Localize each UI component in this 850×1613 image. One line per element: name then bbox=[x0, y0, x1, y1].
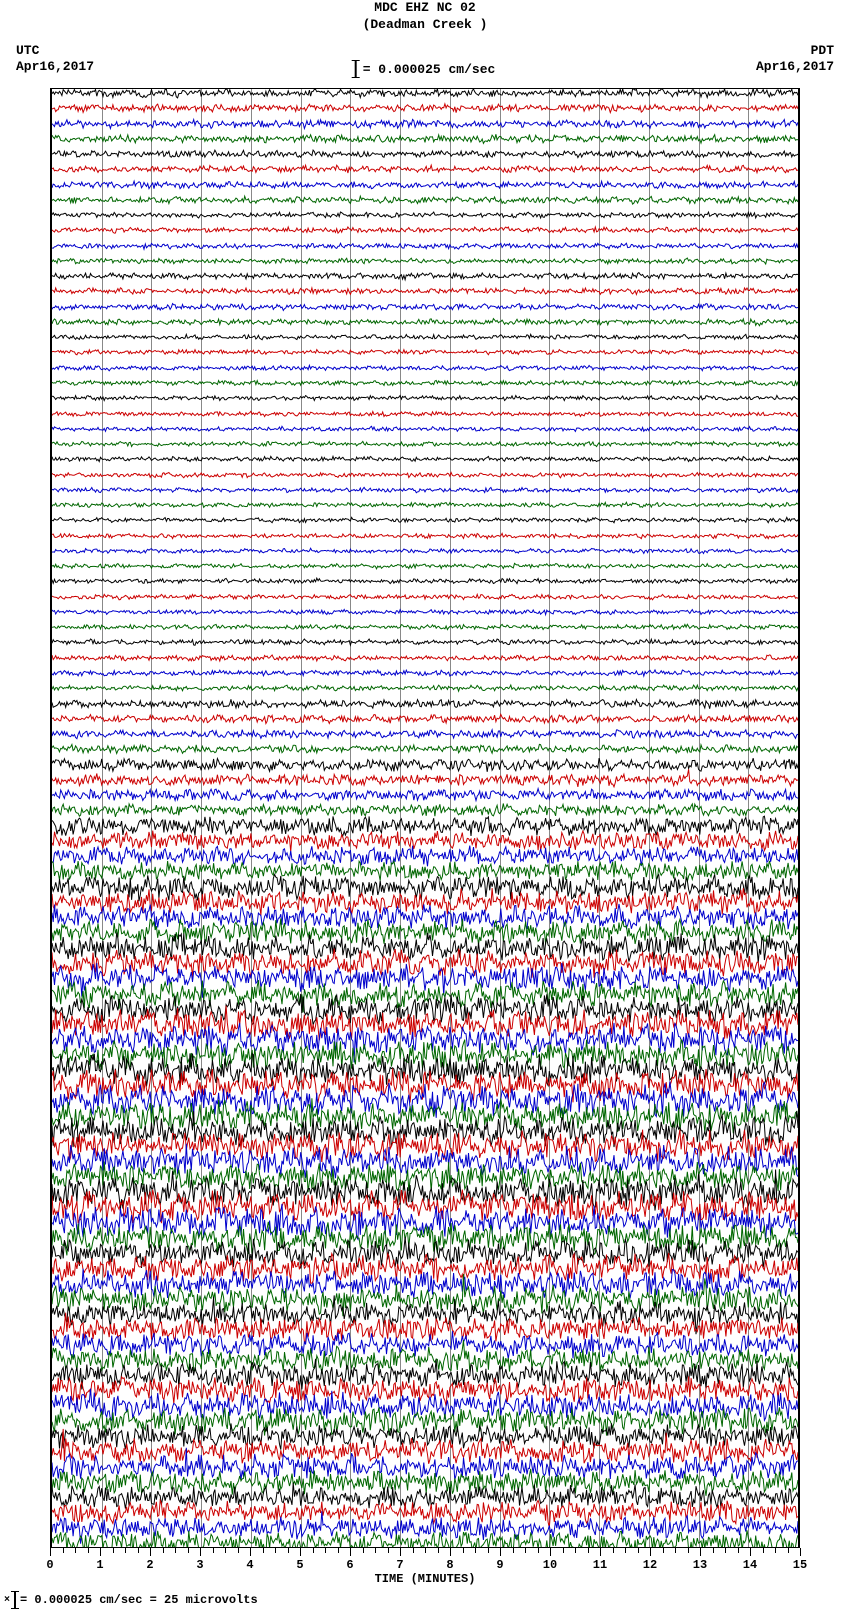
x-tick-minor bbox=[413, 1548, 414, 1553]
x-tick-minor bbox=[75, 1548, 76, 1553]
x-tick-label: 5 bbox=[296, 1558, 303, 1572]
x-tick-major bbox=[350, 1548, 351, 1556]
x-tick-major bbox=[750, 1548, 751, 1556]
tz-right-block: PDT Apr16,2017 bbox=[756, 43, 834, 74]
x-tick-label: 0 bbox=[46, 1558, 53, 1572]
x-tick-minor bbox=[175, 1548, 176, 1553]
x-tick-minor bbox=[525, 1548, 526, 1553]
x-tick-major bbox=[650, 1548, 651, 1556]
tz-left-block: UTC Apr16,2017 bbox=[16, 43, 94, 74]
x-tick-minor bbox=[763, 1548, 764, 1553]
x-tick-minor bbox=[475, 1548, 476, 1553]
x-tick-minor bbox=[263, 1548, 264, 1553]
x-tick-minor bbox=[463, 1548, 464, 1553]
x-tick-label: 9 bbox=[496, 1558, 503, 1572]
x-tick-minor bbox=[125, 1548, 126, 1553]
seismograph-page: MDC EHZ NC 02 (Deadman Creek ) UTC Apr16… bbox=[0, 0, 850, 1613]
x-tick-major bbox=[250, 1548, 251, 1556]
x-tick-minor bbox=[588, 1548, 589, 1553]
x-tick-minor bbox=[675, 1548, 676, 1553]
x-tick-label: 8 bbox=[446, 1558, 453, 1572]
x-tick-minor bbox=[738, 1548, 739, 1553]
x-tick-minor bbox=[613, 1548, 614, 1553]
x-tick-minor bbox=[188, 1548, 189, 1553]
x-tick-minor bbox=[325, 1548, 326, 1553]
x-tick-minor bbox=[388, 1548, 389, 1553]
x-tick-minor bbox=[538, 1548, 539, 1553]
plot-frame: 07:0000:1508:0001:1509:0002:1510:0003:15… bbox=[50, 88, 800, 1548]
x-tick-label: 10 bbox=[543, 1558, 557, 1572]
x-tick-label: 7 bbox=[396, 1558, 403, 1572]
x-tick-label: 6 bbox=[346, 1558, 353, 1572]
x-tick-minor bbox=[113, 1548, 114, 1553]
x-tick-minor bbox=[788, 1548, 789, 1553]
x-tick-minor bbox=[88, 1548, 89, 1553]
footer-scale-bar-icon bbox=[14, 1591, 16, 1609]
x-axis: TIME (MINUTES) 0123456789101112131415 bbox=[50, 1548, 800, 1578]
footer-scale: × = 0.000025 cm/sec = 25 microvolts bbox=[4, 1591, 258, 1609]
x-tick-label: 11 bbox=[593, 1558, 607, 1572]
x-tick-label: 13 bbox=[693, 1558, 707, 1572]
x-tick-minor bbox=[163, 1548, 164, 1553]
x-tick-major bbox=[450, 1548, 451, 1556]
tz-left-date: Apr16,2017 bbox=[16, 59, 94, 75]
x-tick-minor bbox=[438, 1548, 439, 1553]
x-tick-major bbox=[550, 1548, 551, 1556]
x-tick-minor bbox=[275, 1548, 276, 1553]
x-tick-minor bbox=[625, 1548, 626, 1553]
x-tick-minor bbox=[513, 1548, 514, 1553]
footer-cross-icon: × bbox=[4, 1595, 10, 1606]
x-tick-minor bbox=[213, 1548, 214, 1553]
x-tick-major bbox=[150, 1548, 151, 1556]
tz-left-label: UTC bbox=[16, 43, 94, 59]
x-tick-minor bbox=[225, 1548, 226, 1553]
plot-area: 07:0000:1508:0001:1509:0002:1510:0003:15… bbox=[52, 89, 798, 1547]
x-tick-label: 15 bbox=[793, 1558, 807, 1572]
x-tick-minor bbox=[338, 1548, 339, 1553]
header: MDC EHZ NC 02 (Deadman Creek ) UTC Apr16… bbox=[0, 0, 850, 85]
x-tick-major bbox=[500, 1548, 501, 1556]
x-tick-label: 12 bbox=[643, 1558, 657, 1572]
tz-right-date: Apr16,2017 bbox=[756, 59, 834, 75]
x-tick-minor bbox=[313, 1548, 314, 1553]
trace-waveform bbox=[52, 1523, 798, 1547]
x-tick-minor bbox=[363, 1548, 364, 1553]
x-tick-label: 14 bbox=[743, 1558, 757, 1572]
x-tick-minor bbox=[425, 1548, 426, 1553]
x-tick-minor bbox=[488, 1548, 489, 1553]
x-axis-title: TIME (MINUTES) bbox=[375, 1572, 476, 1586]
x-tick-minor bbox=[375, 1548, 376, 1553]
x-tick-minor bbox=[725, 1548, 726, 1553]
x-tick-label: 1 bbox=[96, 1558, 103, 1572]
tz-right-label: PDT bbox=[756, 43, 834, 59]
x-tick-major bbox=[200, 1548, 201, 1556]
x-tick-minor bbox=[713, 1548, 714, 1553]
x-tick-major bbox=[800, 1548, 801, 1556]
x-tick-minor bbox=[775, 1548, 776, 1553]
x-tick-minor bbox=[238, 1548, 239, 1553]
x-tick-major bbox=[700, 1548, 701, 1556]
x-tick-minor bbox=[138, 1548, 139, 1553]
x-tick-label: 2 bbox=[146, 1558, 153, 1572]
x-tick-minor bbox=[563, 1548, 564, 1553]
station-title: MDC EHZ NC 02 bbox=[0, 0, 850, 17]
x-tick-minor bbox=[688, 1548, 689, 1553]
station-subtitle: (Deadman Creek ) bbox=[0, 17, 850, 34]
x-tick-major bbox=[300, 1548, 301, 1556]
x-tick-minor bbox=[288, 1548, 289, 1553]
x-tick-minor bbox=[63, 1548, 64, 1553]
x-tick-major bbox=[600, 1548, 601, 1556]
x-tick-minor bbox=[575, 1548, 576, 1553]
scale-text: = 0.000025 cm/sec bbox=[363, 62, 496, 77]
x-tick-minor bbox=[638, 1548, 639, 1553]
footer-text: = 0.000025 cm/sec = 25 microvolts bbox=[20, 1593, 258, 1607]
x-tick-major bbox=[400, 1548, 401, 1556]
x-tick-major bbox=[50, 1548, 51, 1556]
x-tick-label: 4 bbox=[246, 1558, 253, 1572]
scale-bar-icon bbox=[355, 60, 357, 78]
x-tick-minor bbox=[663, 1548, 664, 1553]
x-tick-label: 3 bbox=[196, 1558, 203, 1572]
scale-legend: = 0.000025 cm/sec bbox=[355, 60, 496, 78]
x-tick-major bbox=[100, 1548, 101, 1556]
